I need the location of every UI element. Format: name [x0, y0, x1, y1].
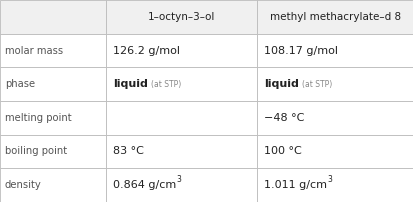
Text: 108.17 g/mol: 108.17 g/mol	[263, 45, 337, 56]
Bar	[0, 135, 105, 168]
Bar	[0, 101, 105, 135]
Text: methyl methacrylate–d 8: methyl methacrylate–d 8	[269, 12, 400, 22]
Bar	[105, 67, 256, 101]
Text: 1.011 g/cm: 1.011 g/cm	[263, 180, 326, 190]
Text: 0.864 g/cm: 0.864 g/cm	[113, 180, 176, 190]
Bar	[0, 168, 105, 202]
Bar	[256, 168, 413, 202]
Bar	[0, 67, 105, 101]
Bar	[105, 0, 256, 34]
Text: (at STP): (at STP)	[301, 80, 332, 89]
Text: 100 °C: 100 °C	[263, 146, 301, 157]
Bar	[0, 34, 105, 67]
Text: −48 °C: −48 °C	[263, 113, 304, 123]
Bar	[256, 101, 413, 135]
Text: liquid: liquid	[113, 79, 147, 89]
Text: phase: phase	[5, 79, 35, 89]
Text: 3: 3	[176, 175, 181, 184]
Text: 3: 3	[326, 175, 331, 184]
Bar	[256, 67, 413, 101]
Bar	[105, 168, 256, 202]
Text: (at STP): (at STP)	[151, 80, 181, 89]
Text: molar mass: molar mass	[5, 45, 63, 56]
Text: boiling point: boiling point	[5, 146, 67, 157]
Text: liquid: liquid	[263, 79, 298, 89]
Bar	[105, 34, 256, 67]
Text: 126.2 g/mol: 126.2 g/mol	[113, 45, 180, 56]
Text: melting point: melting point	[5, 113, 71, 123]
Text: 1–octyn–3–ol: 1–octyn–3–ol	[147, 12, 214, 22]
Bar	[256, 135, 413, 168]
Bar	[256, 34, 413, 67]
Text: density: density	[5, 180, 42, 190]
Bar	[105, 135, 256, 168]
Bar	[256, 0, 413, 34]
Bar	[105, 101, 256, 135]
Text: 83 °C: 83 °C	[113, 146, 144, 157]
Bar	[0, 0, 105, 34]
